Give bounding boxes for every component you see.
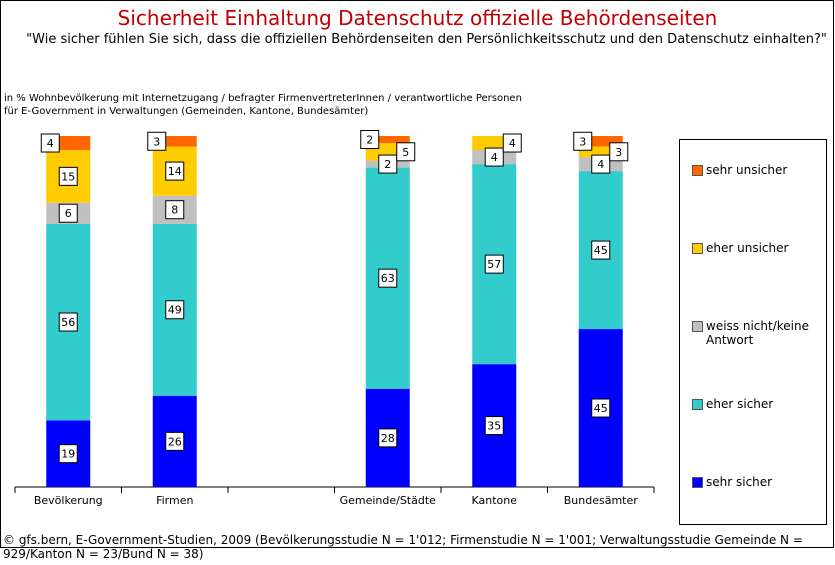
x-tick-label: Bevölkerung xyxy=(34,494,103,507)
data-label: 2 xyxy=(384,158,391,171)
data-label-box xyxy=(484,416,504,436)
data-label-box xyxy=(165,200,185,220)
chart-source: © gfs.bern, E-Government-Studien, 2009 (… xyxy=(3,533,803,561)
data-label-box xyxy=(378,428,398,448)
data-label-box xyxy=(609,142,629,162)
data-label-box xyxy=(58,166,78,186)
data-label: 19 xyxy=(61,448,75,461)
legend-swatch xyxy=(692,477,703,488)
legend-swatch xyxy=(692,243,703,254)
legend: sehr sicher eher sicher weiss nicht/keine … xyxy=(679,139,827,525)
chart-subtitle: "Wie sicher fühlen Sie sich, dass die of… xyxy=(26,32,827,47)
legend-item: sehr unsicher xyxy=(692,163,822,177)
data-label: 5 xyxy=(402,146,409,159)
bar-segment xyxy=(578,146,623,158)
legend-swatch xyxy=(692,321,703,332)
data-label-box xyxy=(573,131,593,151)
x-tick-label: Bundesämter xyxy=(564,494,639,507)
data-label-box xyxy=(165,300,185,320)
x-tick-label: Kantone xyxy=(471,494,517,507)
legend-swatch xyxy=(692,399,703,410)
data-label: 3 xyxy=(153,135,160,148)
legend-label: sehr sicher xyxy=(706,475,773,489)
data-label: 57 xyxy=(487,258,501,271)
data-label: 45 xyxy=(594,402,608,415)
data-label: 63 xyxy=(381,272,395,285)
legend-label: weiss nicht/keine Antwort xyxy=(706,319,809,347)
legend-item: eher unsicher xyxy=(692,241,822,255)
data-label: 6 xyxy=(65,207,72,220)
data-label: 3 xyxy=(579,135,586,148)
data-label-box xyxy=(591,154,611,174)
data-label: 15 xyxy=(61,170,75,183)
data-label-box xyxy=(591,398,611,418)
chart-title: Sicherheit Einhaltung Datenschutz offizi… xyxy=(117,6,718,30)
data-label-box xyxy=(396,142,416,162)
data-label-box xyxy=(58,444,78,464)
bar-segment xyxy=(365,136,410,144)
data-label: 4 xyxy=(509,137,516,150)
data-label-box xyxy=(484,254,504,274)
data-label-box xyxy=(147,131,167,151)
data-label-box xyxy=(591,240,611,260)
data-label: 4 xyxy=(491,151,498,164)
x-tick-label: Firmen xyxy=(156,494,193,507)
data-label-box xyxy=(484,147,504,167)
data-label-box xyxy=(378,154,398,174)
data-label: 35 xyxy=(487,420,501,433)
data-label-box xyxy=(58,312,78,332)
bar-segment xyxy=(152,136,197,147)
data-label: 2 xyxy=(366,134,373,147)
data-label: 56 xyxy=(61,316,75,329)
chart-note: in % Wohnbevölkerung mit Internetzugang … xyxy=(4,93,522,117)
data-label: 28 xyxy=(381,432,395,445)
legend-swatch xyxy=(692,165,703,176)
data-label: 4 xyxy=(47,137,54,150)
data-label: 3 xyxy=(615,146,622,159)
bar-segment xyxy=(578,136,623,147)
data-label-box xyxy=(165,161,185,181)
legend-item: sehr sicher xyxy=(692,475,822,489)
data-label: 45 xyxy=(594,244,608,257)
data-label-box xyxy=(360,130,380,150)
data-label-box xyxy=(378,268,398,288)
data-label: 8 xyxy=(171,204,178,217)
data-label-box xyxy=(40,133,60,153)
legend-label: sehr unsicher xyxy=(706,163,788,177)
legend-item: eher sicher xyxy=(692,397,822,411)
frame xyxy=(0,0,834,548)
legend-item: weiss nicht/keine Antwort xyxy=(692,319,822,347)
data-label-box xyxy=(165,431,185,451)
legend-label: eher unsicher xyxy=(706,241,789,255)
data-label: 49 xyxy=(168,304,182,317)
data-label: 26 xyxy=(168,435,182,448)
legend-label: eher sicher xyxy=(706,397,774,411)
data-label-box xyxy=(58,203,78,223)
data-label: 14 xyxy=(168,165,182,178)
data-label-box xyxy=(502,133,522,153)
x-tick-label: Gemeinde/Städte xyxy=(340,494,437,507)
data-label: 4 xyxy=(597,158,604,171)
